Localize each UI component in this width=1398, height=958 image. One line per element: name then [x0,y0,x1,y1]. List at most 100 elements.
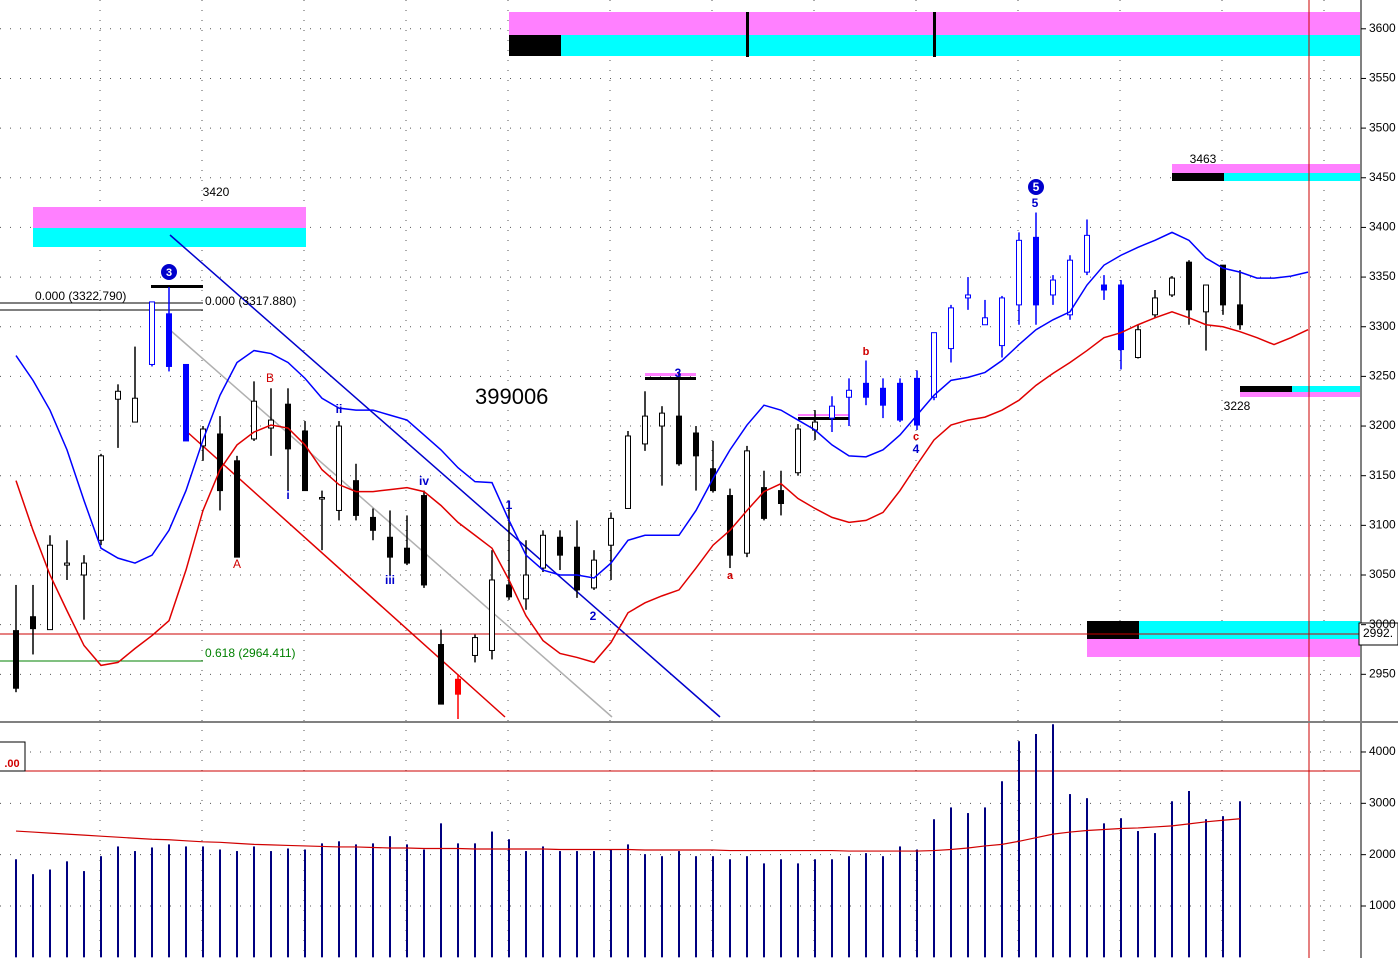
volume-bar [712,856,714,958]
y-tick-label: 3150 [1369,468,1396,482]
volume-bar [372,843,374,958]
annotation: i [286,488,289,502]
candle-body [557,536,563,556]
candle-body [1067,259,1073,316]
marks [13,212,1309,958]
volume-bar [491,831,493,958]
annotation: a [727,570,734,582]
annotation: 3 [166,267,172,279]
volume-bar [457,843,459,958]
y-tick-label: 2000 [1369,847,1396,861]
annotation: ii [336,402,343,416]
volume-bar [848,856,850,958]
annotation: B [266,371,274,385]
candle-body [727,495,733,556]
volume-bar [389,836,391,958]
annotation: .00 [4,758,19,770]
y-tick-label: 3600 [1369,21,1396,35]
volume-bar [1188,790,1190,958]
volume-bar [15,859,17,958]
candle-body [1101,284,1107,291]
volume-bar [1001,781,1003,958]
volume-bar [253,846,255,958]
candle-body [846,389,852,398]
candle-body [404,547,410,564]
volume-bar [678,851,680,958]
candle-body [64,562,70,566]
candle-body [183,363,189,442]
candle-body [1203,284,1209,313]
trendline [169,329,613,718]
annotation: 2 [590,609,597,623]
y-tick-label: 2950 [1369,666,1396,680]
candle-body [1186,261,1192,311]
volume-bar [661,856,663,958]
zone [1240,392,1360,397]
volume-bar [406,844,408,958]
chart-title: 399006 [475,384,548,409]
annotation: 3463 [1190,152,1217,166]
annotation: iv [419,474,429,488]
candle-body [642,415,648,445]
candle-body [931,332,937,398]
volume-bar [355,844,357,958]
volume-bar [1035,734,1037,958]
volume-bar [984,807,986,958]
volume-bar [270,851,272,958]
zone [1087,639,1360,657]
volume-bar [1205,819,1207,958]
volume-bar [117,846,119,958]
annotation: 0.000 (3317.880) [205,294,296,308]
volume-bar [508,839,510,958]
volume-bar [797,863,799,958]
zone [1172,164,1360,173]
volume-bar [695,856,697,958]
volume-bar [202,846,204,958]
candle-body [676,415,682,465]
y-tick-label: 3250 [1369,369,1396,383]
volume-bar [304,849,306,958]
zone-divider [933,12,936,57]
volume-bar [1171,801,1173,958]
zone [1172,173,1224,181]
candle-body [472,637,478,656]
grid [0,0,1360,958]
candle-body [1135,329,1141,359]
candle-body [744,450,750,554]
volume-average [15,818,1241,852]
volume-bar [610,849,612,958]
candle-body [795,428,801,474]
y-tick-label: 1000 [1369,898,1396,912]
candle-body [506,584,512,598]
candle-body [251,400,257,440]
y-tick-label: 3200 [1369,418,1396,432]
volume-bar [899,846,901,958]
candle-body [574,546,580,591]
volume-bar [525,851,527,958]
zone [1087,621,1139,639]
volume-bar [627,844,629,958]
candle-body [1220,264,1226,306]
volume-bar [882,856,884,958]
volume-bar [185,846,187,958]
wave-bar [645,377,696,380]
candle-body [608,517,614,546]
candle-body [319,497,325,500]
zone [1172,173,1360,181]
zone-divider [746,12,749,57]
volume-bar [66,861,68,958]
candle-body [336,425,342,511]
volume-bar [1069,794,1071,958]
candle-body [115,390,121,400]
candle-body [217,433,223,492]
candle-body [98,455,104,541]
volume-bar [321,843,323,958]
y-tick-label: 3000 [1369,795,1396,809]
candle-body [30,616,36,630]
candle-body [761,487,767,519]
y-tick-label: 3000 [1369,617,1396,631]
volume-bar [576,851,578,958]
annotation: iii [385,573,395,587]
